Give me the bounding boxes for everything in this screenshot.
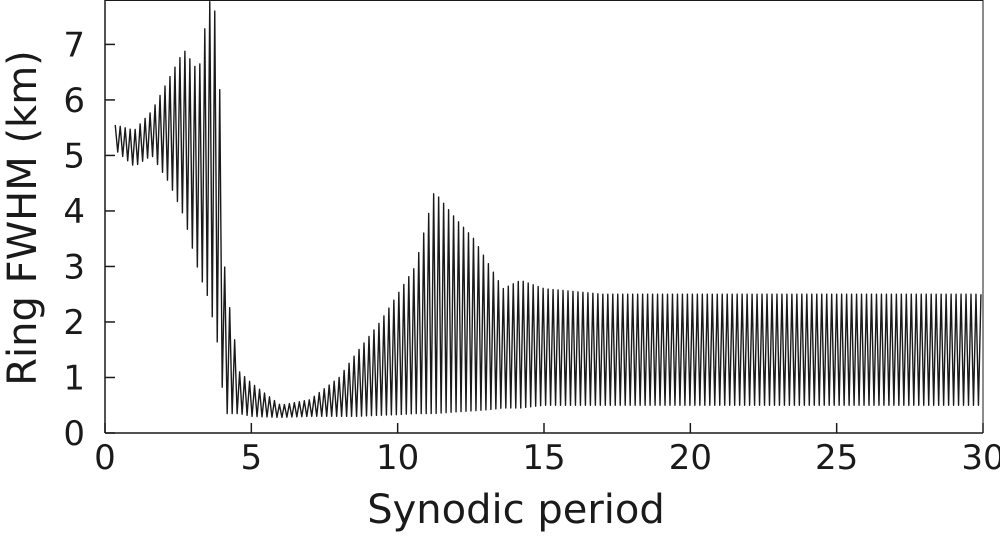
- y-tick-label: 4: [63, 192, 85, 232]
- x-ticks: 0 5 10 15 20 25 30: [94, 423, 1000, 478]
- y-tick-label: 5: [63, 136, 85, 176]
- y-tick-label: 1: [63, 358, 85, 398]
- y-tick-label: 6: [63, 81, 85, 121]
- y-tick-label: 0: [63, 414, 85, 454]
- x-tick-label: 5: [241, 438, 263, 478]
- x-tick-label: 0: [94, 438, 116, 478]
- x-tick-label: 15: [522, 438, 565, 478]
- x-tick-label: 25: [815, 438, 858, 478]
- y-ticks: 0 1 2 3 4 5 6 7: [63, 25, 115, 454]
- x-tick-label: 20: [669, 438, 712, 478]
- y-tick-label: 7: [63, 25, 85, 65]
- x-tick-label: 10: [376, 438, 419, 478]
- series-line: [114, 0, 982, 419]
- x-tick-label: 30: [961, 438, 1000, 478]
- x-axis-title: Synodic period: [367, 487, 665, 533]
- y-tick-label: 3: [63, 247, 85, 287]
- y-axis-title: Ring FWHM (km): [0, 50, 46, 386]
- y-tick-label: 2: [63, 303, 85, 343]
